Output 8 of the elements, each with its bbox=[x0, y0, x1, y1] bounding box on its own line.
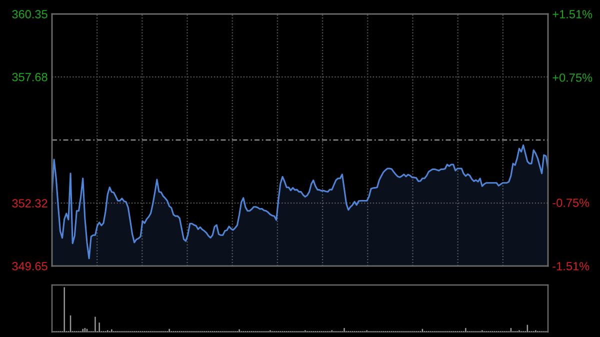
y2-tick-label: +0.75% bbox=[552, 73, 592, 82]
y2-tick-label: -1.51% bbox=[552, 262, 590, 270]
y-tick-label: 349.65 bbox=[12, 262, 48, 270]
y-tick-label: 357.68 bbox=[12, 72, 48, 82]
y2-tick-label: +1.51% bbox=[552, 10, 592, 18]
y-tick-label: 352.32 bbox=[12, 199, 48, 208]
y-tick-label: 360.35 bbox=[12, 10, 48, 18]
y2-tick-label: -0.75% bbox=[552, 198, 590, 207]
